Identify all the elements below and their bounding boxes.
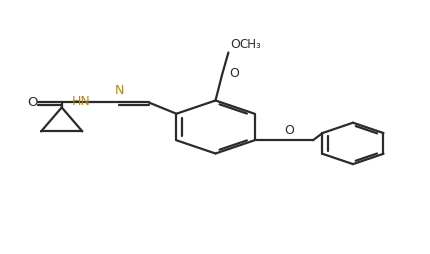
Text: O: O <box>230 38 240 51</box>
Text: CH₃: CH₃ <box>239 38 261 51</box>
Text: HN: HN <box>72 95 90 108</box>
Text: O: O <box>28 96 38 109</box>
Text: O: O <box>283 124 293 137</box>
Text: N: N <box>114 84 124 97</box>
Text: O: O <box>229 68 239 81</box>
